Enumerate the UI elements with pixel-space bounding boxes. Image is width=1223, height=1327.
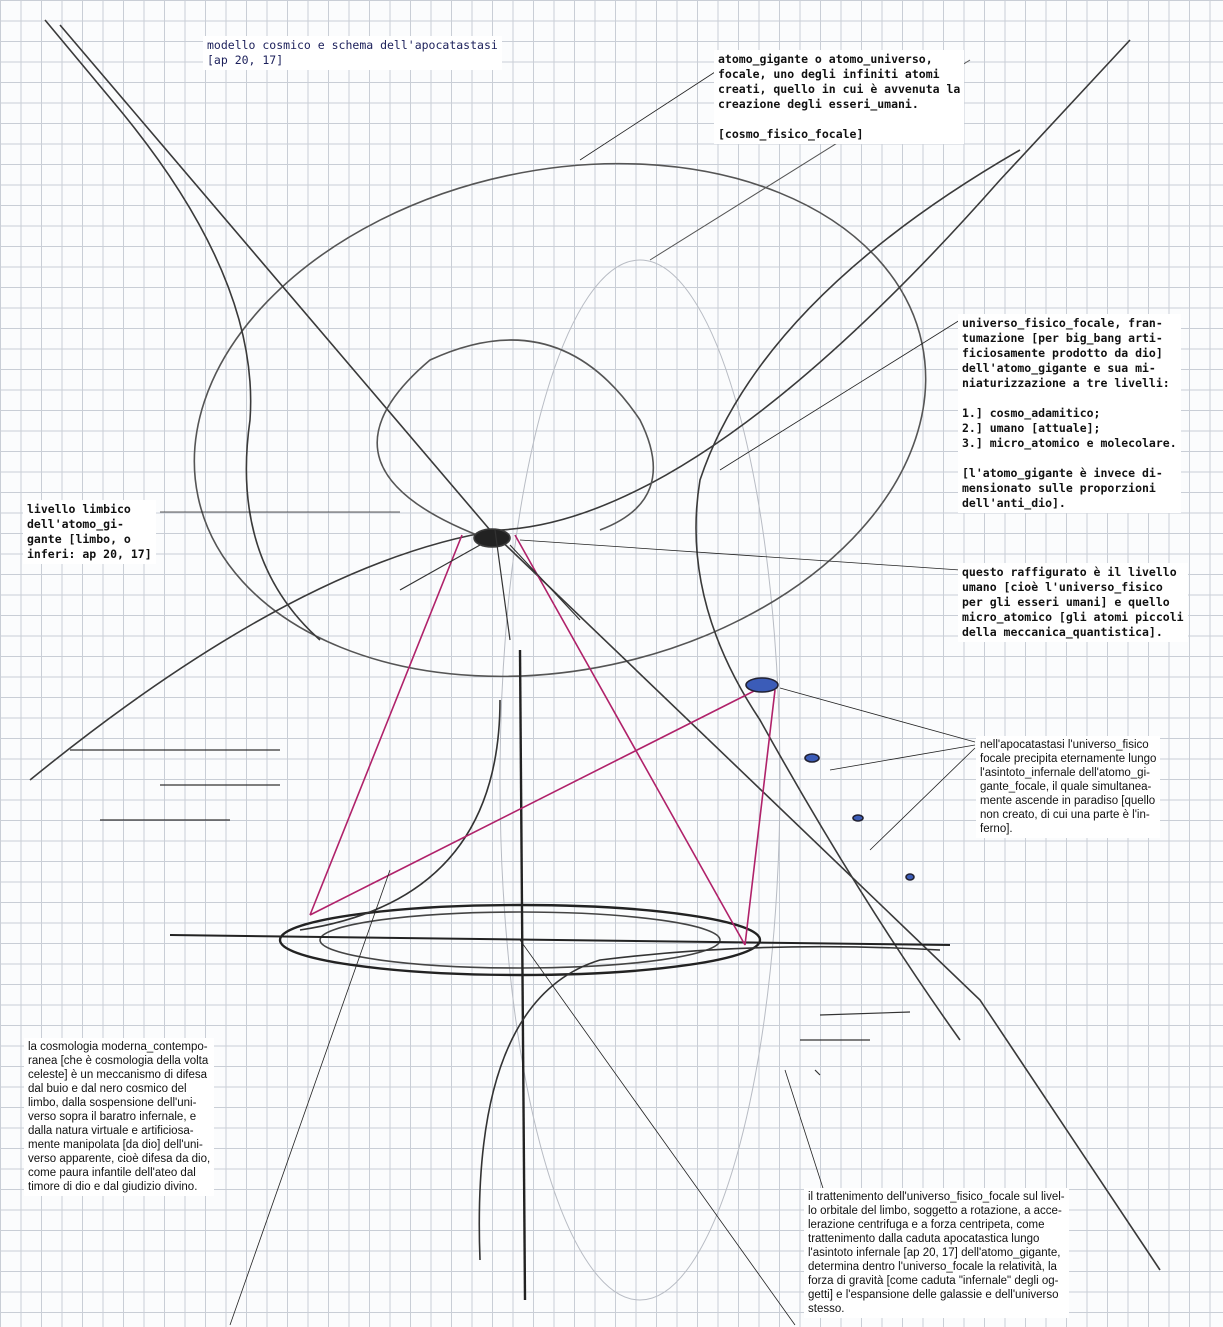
annotation-line: lo orbitale del limbo, soggetto a rotazi… (808, 1204, 1065, 1218)
faint-ellipse (500, 260, 780, 1300)
annotation-line: dalla natura virtuale e artificiosa- (28, 1124, 210, 1138)
annotation-line: dell'atomo_gigante e sua mi- (962, 361, 1177, 376)
annotation: il trattenimento dell'universo_fisico_fo… (804, 1188, 1069, 1318)
paragraph: universo_fisico_focale, fran-tumazione [… (962, 316, 1177, 391)
annotation-line: come paura infantile dell'ateo dal (28, 1166, 210, 1180)
annotation-line: mente manipolata [da dio] dell'uni- (28, 1138, 210, 1152)
blue-oval (746, 678, 778, 692)
title: modello cosmico e schema dell'apocatasta… (203, 36, 502, 70)
annotation-line: l'asintoto infernale [ap 20, 17] dell'at… (808, 1246, 1065, 1260)
annotation-line: verso sopra il baratro infernale, e (28, 1110, 210, 1124)
annotation-line: 1.] cosmo_adamitico; (962, 406, 1177, 421)
annotation-line: stesso. (808, 1302, 1065, 1316)
annotation-line: non creato, di cui una parte è l'in- (980, 808, 1156, 822)
blue-oval (906, 874, 914, 880)
limbic-curve (377, 340, 653, 540)
focal-point (474, 529, 510, 547)
annotation-line: niaturizzazione a tre livelli: (962, 376, 1177, 391)
annotation-line: creati, quello in cui è avvenuta la (718, 82, 960, 97)
annotation-line: creazione degli esseri_umani. (718, 97, 960, 112)
horizontal-axis (170, 935, 950, 945)
paragraph: [cosmo_fisico_focale] (718, 127, 960, 142)
annotation-line: atomo_gigante o atomo_universo, (718, 52, 960, 67)
paragraph: il trattenimento dell'universo_fisico_fo… (808, 1190, 1065, 1316)
blue-oval (805, 754, 819, 762)
annotation-line: mente ascende in paradiso [quello (980, 794, 1156, 808)
annotation-line: trattenimento dalla caduta apocatastica … (808, 1232, 1065, 1246)
annotation-line: la cosmologia moderna_contempo- (28, 1040, 210, 1054)
pointer-lines (160, 72, 975, 1325)
annotation-line: il trattenimento dell'universo_fisico_fo… (808, 1190, 1065, 1204)
annotation-line: dell'atomo_gi- (27, 517, 152, 532)
paragraph: [l'atomo_gigante è invece di-mensionato … (962, 466, 1177, 511)
title-line: [ap 20, 17] (207, 53, 498, 68)
annotation-line: focale, uno degli infiniti atomi (718, 67, 960, 82)
annotation-line: gante_focale, il quale simultanea- (980, 780, 1156, 794)
annotation-line: 3.] micro_atomico e molecolare. (962, 436, 1177, 451)
annotation-line: ficiosamente prodotto da dio] (962, 346, 1177, 361)
annotation-line: della meccanica_quantistica]. (962, 625, 1184, 640)
big-ellipse (146, 99, 974, 742)
annotation-line: 2.] umano [attuale]; (962, 421, 1177, 436)
annotation-line: verso apparente, cioè difesa da dio, (28, 1152, 210, 1166)
annotation-line: limbo, dalla sospensione dell'uni- (28, 1096, 210, 1110)
annotation-line: universo_fisico_focale, fran- (962, 316, 1177, 331)
annotation-line: getti] e l'espansione delle galassie e d… (808, 1288, 1065, 1302)
annotation-line: [l'atomo_gigante è invece di- (962, 466, 1177, 481)
annotation: atomo_gigante o atomo_universo,focale, u… (714, 50, 964, 144)
annotation-line: determina dentro l'universo_focale la re… (808, 1260, 1065, 1274)
upper-curve (300, 700, 500, 930)
paragraph: atomo_gigante o atomo_universo,focale, u… (718, 52, 960, 112)
annotation-line: [cosmo_fisico_focale] (718, 127, 960, 142)
annotation-line: tumazione [per big_bang arti- (962, 331, 1177, 346)
annotation-line: mensionato sulle proporzioni (962, 481, 1177, 496)
annotation-line: focale precipita eternamente lungo (980, 752, 1156, 766)
annotation: la cosmologia moderna_contempo-ranea [ch… (24, 1038, 214, 1196)
paragraph: la cosmologia moderna_contempo-ranea [ch… (28, 1040, 210, 1194)
arrows (70, 530, 910, 1075)
annotation-line: livello limbico (27, 502, 152, 517)
annotation-line: forza di gravità [come caduta "infernale… (808, 1274, 1065, 1288)
title-line: modello cosmico e schema dell'apocatasta… (207, 38, 498, 53)
annotation-line: dal buio e dal nero cosmico del (28, 1082, 210, 1096)
magenta-lines (310, 535, 775, 945)
diagonal-down (60, 25, 1160, 1270)
annotation-line: per gli esseri umani] e quello (962, 595, 1184, 610)
annotation-line: umano [cioè l'universo_fisico (962, 580, 1184, 595)
annotation-line: celeste] è un meccanismo di difesa (28, 1068, 210, 1082)
annotation-line: gante [limbo, o (27, 532, 152, 547)
annotation-line: timore di dio e dal giudizio divino. (28, 1180, 210, 1194)
annotation: universo_fisico_focale, fran-tumazione [… (958, 314, 1181, 513)
annotation-line: ferno]. (980, 822, 1156, 836)
annotation-line: lerazione centrifuga e a forza centripet… (808, 1218, 1065, 1232)
annotation-line: nell'apocatastasi l'universo_fisico (980, 738, 1156, 752)
annotation-line: l'asintoto_infernale dell'atomo_gi- (980, 766, 1156, 780)
paragraph: 1.] cosmo_adamitico;2.] umano [attuale];… (962, 406, 1177, 451)
annotation-line: inferi: ap 20, 17] (27, 547, 152, 562)
annotation-line: micro_atomico [gli atomi piccoli (962, 610, 1184, 625)
annotation-line: ranea [che è cosmologia della volta (28, 1054, 210, 1068)
blue-oval (853, 815, 863, 821)
annotation-line: dell'anti_dio]. (962, 496, 1177, 511)
annotation-line: questo raffigurato è il livello (962, 565, 1184, 580)
